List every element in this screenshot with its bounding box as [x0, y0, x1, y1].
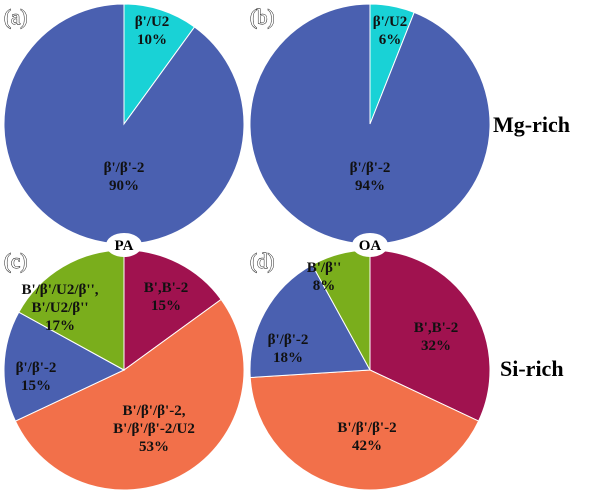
pie-slice-a-1	[3, 3, 245, 245]
slice-label-c-1: B'/β'/β'-2, B'/β'/β'-2/U2 53%	[113, 403, 195, 455]
slice-label-d-0: B',B'-2 32%	[414, 320, 459, 354]
pie-slice-a-0	[123, 3, 196, 126]
pie-d: B',B'-2 32% B'/β'/β'-2 42% β'/β'-2 18% B'/β'' 8…	[249, 233, 491, 491]
slice-label-d-3: B'/β'' 8%	[307, 260, 342, 294]
pie-charts: β'/U2 10% β'/β'-2 90% (a) β'/U2 6% β'/β'-2 94% (b…	[3, 3, 491, 491]
panel-letter-b: (b)	[250, 5, 275, 29]
pie-c: B',B'-2 15% B'/β'/β'-2, B'/β'/β'-2/U2 53% β'/…	[3, 233, 245, 491]
pie-a: β'/U2 10% β'/β'-2 90% (a)	[3, 3, 245, 245]
pie-b: β'/U2 6% β'/β'-2 94% (b)	[249, 3, 491, 245]
slice-label-c-0: B',B'-2 15%	[144, 280, 189, 314]
tag-text: PA	[115, 238, 134, 254]
pie-slice-d-0	[369, 249, 491, 422]
slice-label-d-2: β'/β'-2 18%	[268, 332, 309, 366]
tag-text: OA	[359, 238, 382, 254]
pie-slice-d-1	[249, 369, 480, 491]
slice-label-c-2: β'/β'-2 15%	[16, 360, 57, 394]
tag-background	[352, 233, 388, 257]
slice-label-b-1: β'/β'-2 94%	[350, 160, 391, 194]
slice-label-b-0: β'/U2 6%	[373, 14, 408, 48]
slice-label-d-1: B'/β'/β'-2 42%	[337, 420, 396, 454]
slice-label-c-3: B'/β'/U2/β'', B'/U2/β'' 17%	[21, 282, 98, 334]
row-label-mg-rich: Mg-rich	[493, 112, 570, 137]
pie-slice-b-1	[249, 3, 491, 245]
pie-slice-d-2	[249, 264, 371, 379]
row-label-si-rich: Si-rich	[500, 356, 564, 381]
slice-label-a-0: β'/U2 10%	[135, 14, 170, 48]
panel-letter-c: (c)	[4, 249, 27, 273]
condition-tag-oa: OA	[352, 233, 388, 257]
slice-label-a-1: β'/β'-2 90%	[104, 160, 145, 194]
pie-slice-c-2	[3, 311, 126, 422]
panel-letter-a: (a)	[4, 5, 27, 29]
condition-tag-pa: PA	[106, 233, 142, 257]
pie-slice-c-1	[14, 298, 245, 491]
panel-letter-d: (d)	[250, 249, 275, 273]
tag-background	[106, 233, 142, 257]
